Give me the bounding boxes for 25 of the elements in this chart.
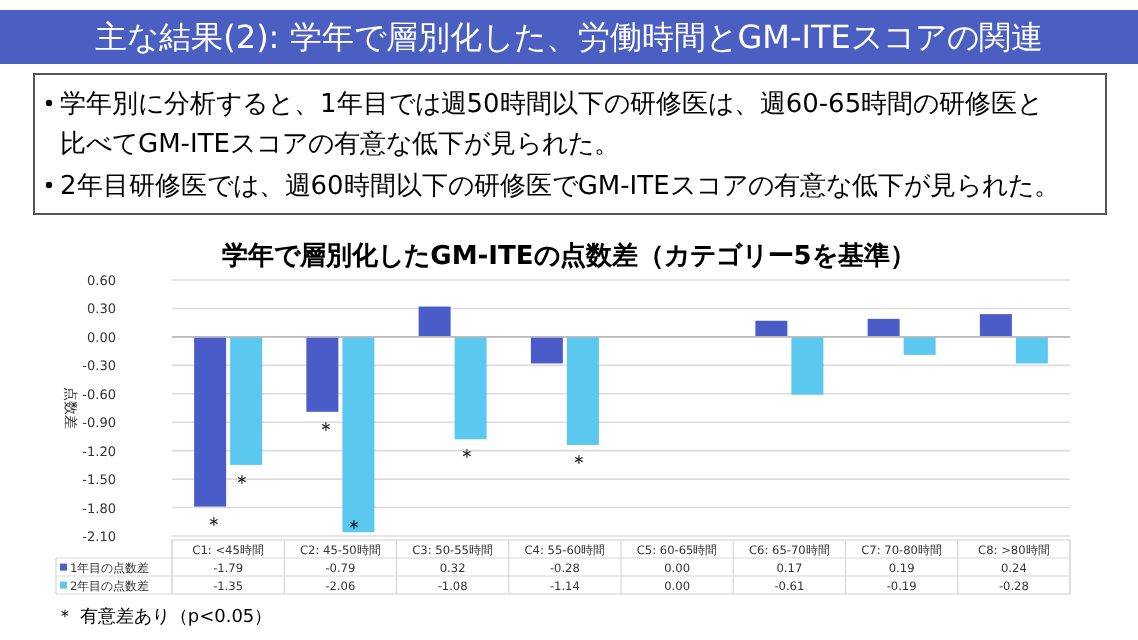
bar (230, 336, 263, 465)
bar (867, 318, 900, 337)
bar (1015, 336, 1048, 364)
chart-title: 主な結果(2): 学年で層別化した、労働時間とGM-ITEスコアの関連 (95, 18, 1043, 56)
bar (755, 320, 788, 337)
annotation: ＊ (456, 447, 477, 470)
bar (903, 336, 936, 355)
annotation: ＊ (204, 514, 225, 537)
bar (342, 336, 375, 533)
bar (194, 336, 227, 507)
annotation: ＊ (316, 419, 337, 442)
annotation: ＊ (232, 472, 253, 495)
bar (418, 306, 451, 337)
text: 2年目研修医では、週60時間以下の研修医でGM-ITEスコアの有意な低下が見られた。 (60, 172, 1060, 202)
chart-subtitle: 学年で層別化したGM-ITEの点数差（カテゴリー5を基準） (222, 240, 916, 272)
bar (454, 336, 487, 440)
bar (791, 336, 824, 395)
bar (566, 336, 599, 445)
bar (306, 336, 339, 412)
text: ＊ 有意差あり（p<0.05） (56, 606, 273, 628)
annotation: ＊ (344, 518, 365, 541)
bar (530, 336, 563, 364)
bar (979, 314, 1012, 337)
annotation: ＊ (568, 452, 589, 475)
text: 学年別に分析すると、1年目では週50時間以下の研修医は、週60-65時間の研修医と比べてGM-ITEスコアの有意な低下が見られた。 (60, 90, 1044, 160)
